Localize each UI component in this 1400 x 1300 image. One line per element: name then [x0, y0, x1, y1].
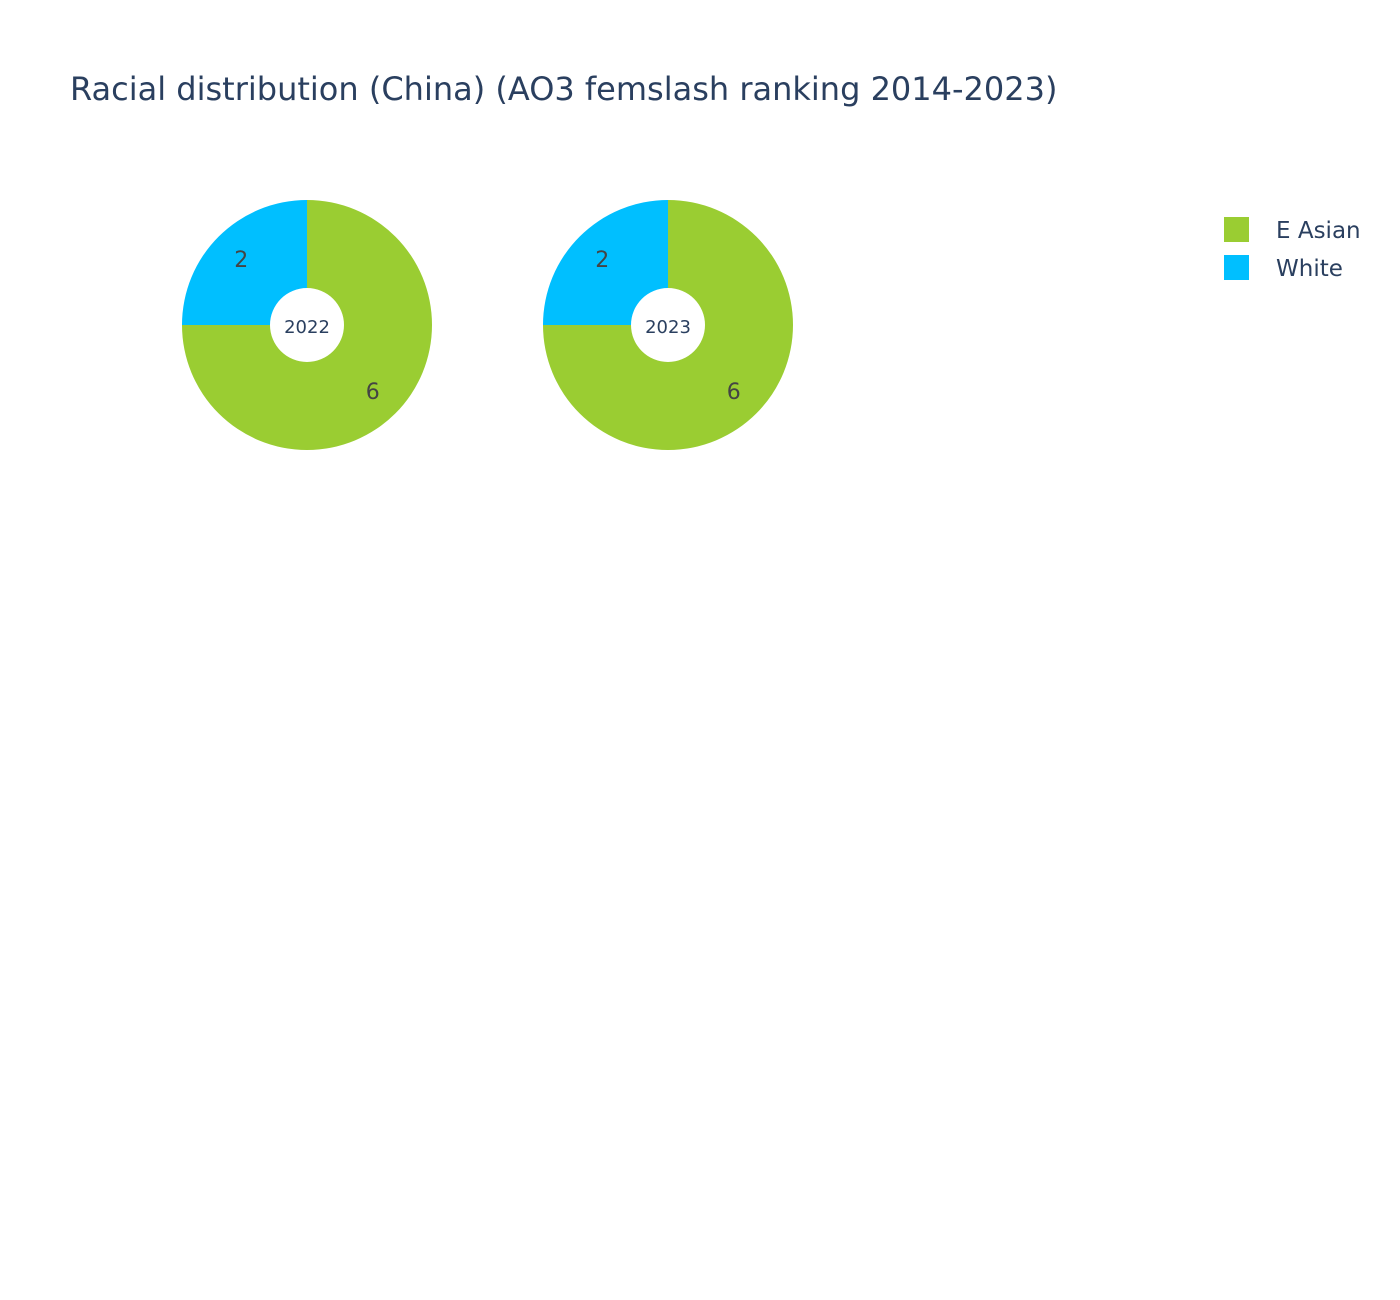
- pie-center-label: 2023: [645, 317, 691, 338]
- slice-value-label: 6: [366, 380, 380, 405]
- legend: E Asian White: [1224, 217, 1361, 282]
- pie-2022: 6 2 2022: [182, 200, 432, 450]
- pie-slice-e-asian: [182, 200, 432, 450]
- legend-swatch: [1224, 255, 1249, 280]
- pie-2023: 6 2 2023: [543, 200, 793, 450]
- pies-group: 6 2 2022 6 2 2023: [182, 200, 793, 450]
- legend-swatch: [1224, 217, 1249, 242]
- pie-center-label: 2022: [284, 317, 330, 338]
- legend-label: White: [1276, 256, 1343, 282]
- pie-slice-white: [182, 200, 307, 325]
- pie-slice-e-asian: [543, 200, 793, 450]
- legend-item: E Asian: [1224, 217, 1361, 244]
- chart-title: Racial distribution (China) (AO3 femslas…: [70, 70, 1057, 108]
- slice-value-label: 6: [727, 380, 741, 405]
- slice-value-label: 2: [234, 248, 248, 273]
- slice-value-label: 2: [595, 248, 609, 273]
- pie-slice-white: [543, 200, 668, 325]
- legend-label: E Asian: [1276, 218, 1361, 244]
- legend-item: White: [1224, 255, 1343, 282]
